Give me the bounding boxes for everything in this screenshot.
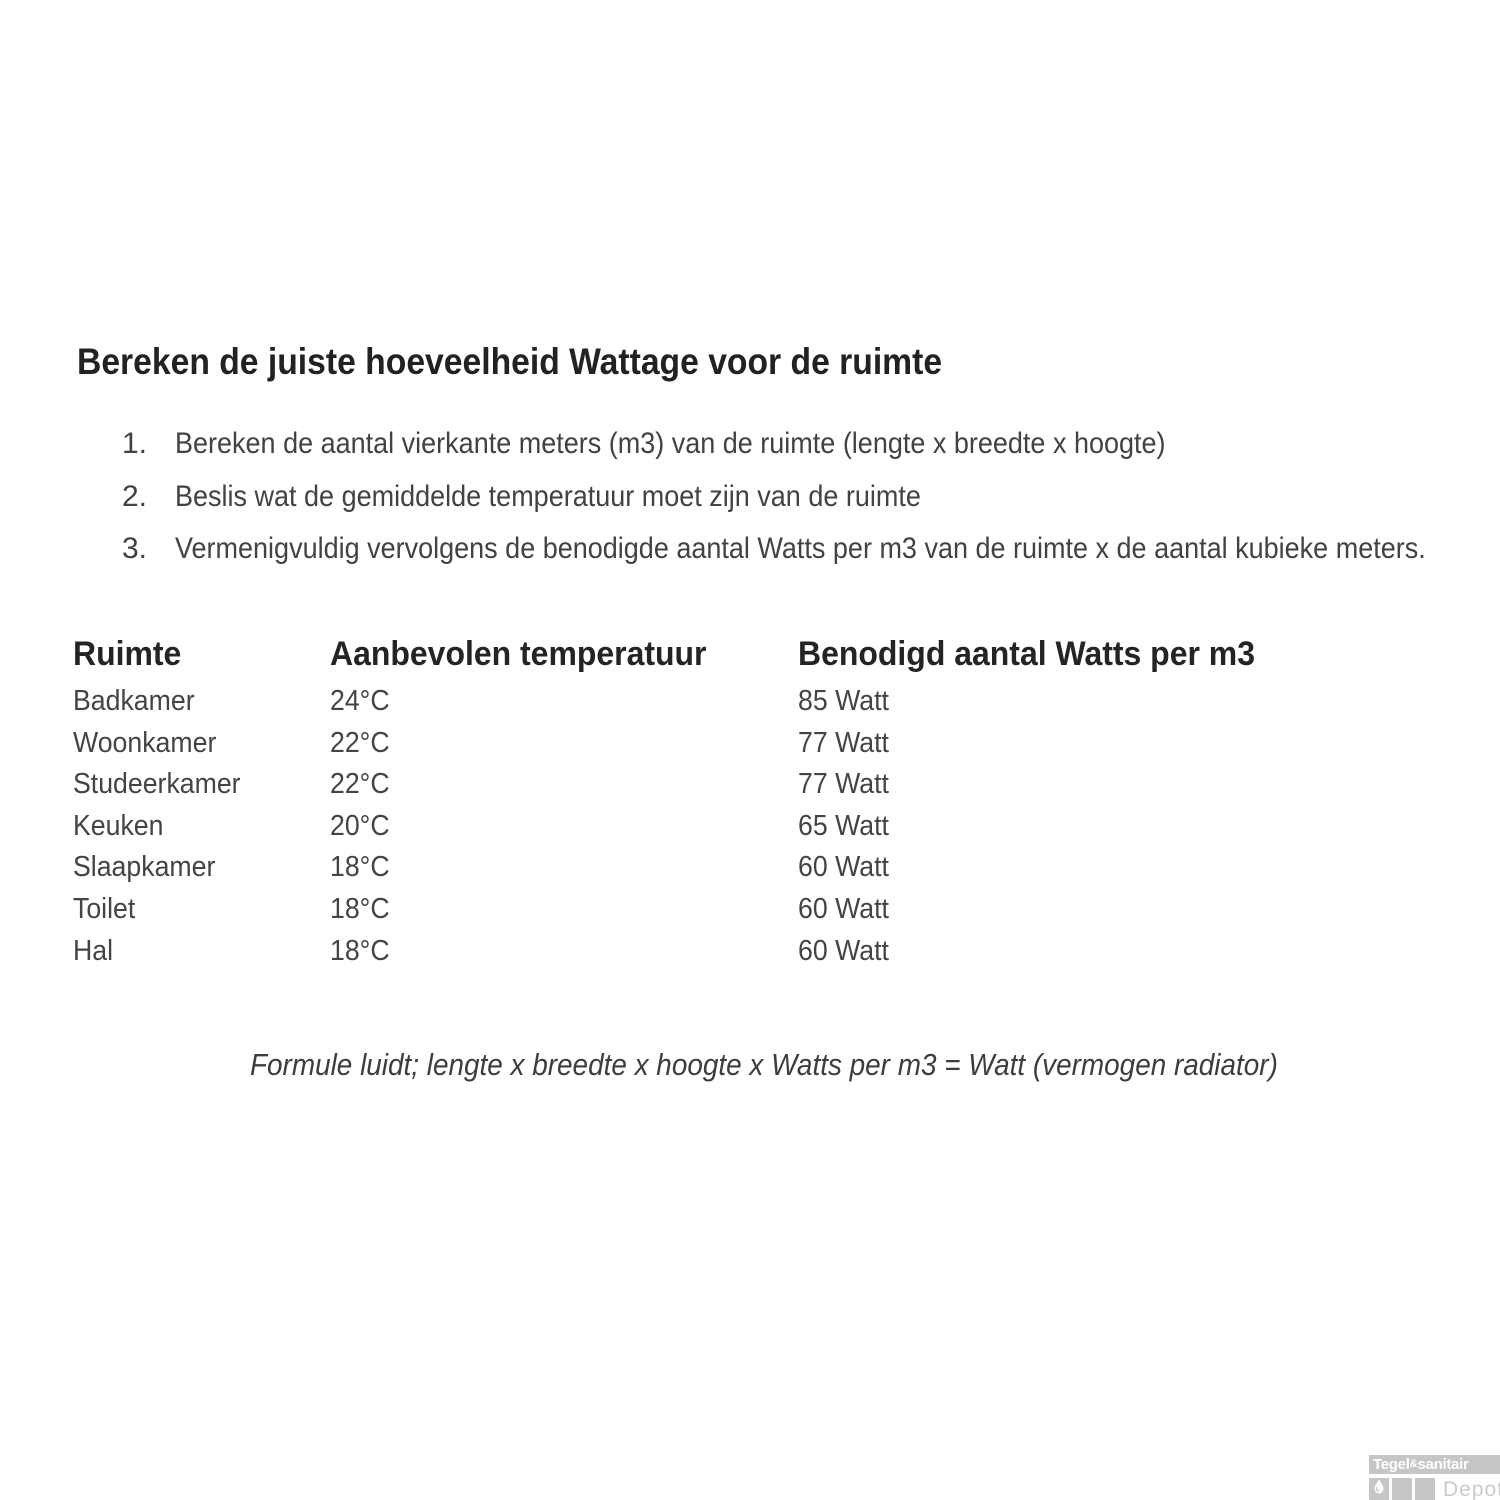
wattage-table: Ruimte Aanbevolen temperatuur Benodigd a… (73, 637, 1318, 972)
cell-room: Keuken (73, 809, 164, 842)
instruction-step: 2. Beslis wat de gemiddelde temperatuur … (122, 479, 1500, 513)
table-row: Hal 18°C 60 Watt (73, 931, 1318, 973)
table-header-row: Ruimte Aanbevolen temperatuur Benodigd a… (73, 637, 1318, 671)
logo-depot-label: Depot (1443, 1478, 1500, 1500)
cell-room: Studeerkamer (73, 768, 241, 801)
logo-bar: Tegel & sanitair (1369, 1455, 1500, 1474)
cell-temperature: 18°C (330, 934, 390, 967)
cell-temperature: 20°C (330, 809, 390, 842)
instruction-step: 3. Vermenigvuldig vervolgens de benodigd… (122, 532, 1500, 565)
cell-room: Woonkamer (73, 726, 217, 759)
logo-square (1392, 1478, 1412, 1500)
formula-text: Formule luidt; lengte x breedte x hoogte… (250, 1047, 1278, 1082)
logo-brand-left: Tegel (1373, 1456, 1410, 1473)
cell-room: Badkamer (73, 685, 195, 717)
logo-ampersand: & (1409, 1458, 1418, 1470)
table-row: Keuken 20°C 65 Watt (73, 806, 1318, 848)
step-number: 3. (122, 532, 148, 565)
cell-watts: 60 Watt (798, 934, 889, 967)
step-text: Vermenigvuldig vervolgens de benodigde a… (175, 532, 1426, 565)
instruction-steps: 1. Bereken de aantal vierkante meters (m… (122, 427, 1500, 587)
cell-temperature: 24°C (330, 685, 390, 717)
instruction-step: 1. Bereken de aantal vierkante meters (m… (122, 427, 1500, 460)
brand-logo: Tegel & sanitair Depot (1369, 1455, 1500, 1500)
table-row: Woonkamer 22°C 77 Watt (73, 723, 1318, 765)
logo-squares (1369, 1478, 1435, 1500)
cell-watts: 60 Watt (798, 851, 889, 884)
table-header-room: Ruimte (73, 635, 182, 673)
cell-temperature: 18°C (330, 851, 390, 884)
step-text: Beslis wat de gemiddelde temperatuur moe… (175, 479, 921, 513)
logo-square (1369, 1478, 1389, 1500)
logo-square (1415, 1478, 1435, 1500)
formula-note: Formule luidt; lengte x breedte x hoogte… (250, 1049, 1392, 1080)
step-number: 1. (122, 427, 148, 460)
cell-temperature: 22°C (330, 726, 390, 759)
page-title: Bereken de juiste hoeveelheid Wattage vo… (77, 343, 1028, 380)
cell-watts: 77 Watt (798, 726, 889, 759)
cell-watts: 77 Watt (798, 768, 889, 801)
cell-watts: 85 Watt (798, 685, 889, 717)
step-number: 2. (122, 479, 148, 513)
table-row: Slaapkamer 18°C 60 Watt (73, 847, 1318, 889)
cell-temperature: 22°C (330, 768, 390, 801)
cell-watts: 60 Watt (798, 892, 889, 925)
table-row: Badkamer 24°C 85 Watt (73, 681, 1318, 723)
table-header-temperature: Aanbevolen temperatuur (330, 635, 707, 673)
cell-room: Toilet (73, 892, 136, 925)
cell-temperature: 18°C (330, 892, 390, 925)
cell-room: Slaapkamer (73, 851, 216, 884)
step-text: Bereken de aantal vierkante meters (m3) … (175, 427, 1166, 460)
table-body: Badkamer 24°C 85 Watt Woonkamer 22°C 77 … (73, 681, 1318, 972)
cell-room: Hal (73, 934, 114, 967)
cell-watts: 65 Watt (798, 809, 889, 842)
logo-brand-right: sanitair (1417, 1456, 1469, 1473)
page-title-text: Bereken de juiste hoeveelheid Wattage vo… (77, 341, 943, 382)
table-header-watts: Benodigd aantal Watts per m3 (798, 635, 1255, 673)
table-row: Studeerkamer 22°C 77 Watt (73, 764, 1318, 806)
water-drop-icon (1373, 1479, 1385, 1500)
table-row: Toilet 18°C 60 Watt (73, 889, 1318, 931)
